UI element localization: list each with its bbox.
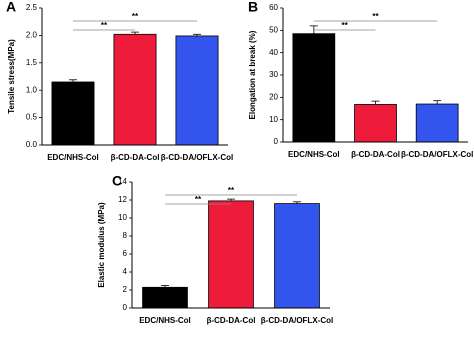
bar [292,33,336,143]
y-tick-label: 50 [269,25,278,34]
error-bar [293,201,301,204]
x-tick-label: EDC/NHS-Col [288,150,340,159]
error-bar [131,31,139,35]
y-tick-label: 14 [118,177,127,186]
y-tick-label: 12 [118,195,127,204]
y-tick-label: 8 [123,231,128,240]
y-tick-label: 0.0 [26,140,38,149]
bar [142,286,188,309]
x-tick-label: EDC/NHS-Col [47,153,99,162]
y-tick-label: 20 [269,92,278,101]
y-axis-label: Tensile stress(MPa) [7,39,16,114]
y-tick-label: 1.0 [26,85,38,94]
bar [415,103,459,143]
panel-label: B [248,0,258,15]
y-tick-label: 10 [118,213,127,222]
bar [51,81,95,146]
y-tick-label: 0.5 [26,113,38,122]
y-tick-label: 40 [269,48,278,57]
y-tick-label: 2.0 [26,31,38,40]
y-tick-label: 6 [123,249,128,258]
x-tick-label: β-CD-DA-Col [351,150,400,159]
error-bar [227,198,235,201]
panel-label: A [6,0,16,15]
y-tick-label: 4 [123,267,128,276]
y-tick-label: 30 [269,70,278,79]
y-tick-label: 0 [123,303,128,312]
panel-label: C [112,173,122,189]
x-tick-label: β-CD-DA/OFLX-Col [401,150,473,159]
x-tick-label: EDC/NHS-Col [139,316,191,325]
significance-label: ** [342,21,349,30]
y-axis-label: Elastic modulus (MPa) [97,202,106,288]
error-bar [69,79,77,82]
error-bar [371,100,380,105]
y-tick-label: 10 [269,115,278,124]
significance-label: ** [101,21,108,30]
y-tick-label: 60 [269,3,278,12]
y-axis-label: Elongation at break (%) [248,30,257,119]
y-tick-label: 1.5 [26,58,38,67]
significance-label: ** [372,12,379,21]
x-tick-label: β-CD-DA-Col [111,153,160,162]
y-tick-label: 2.5 [26,3,38,12]
bar [113,33,157,146]
x-tick-label: β-CD-DA-Col [207,316,256,325]
error-bar [161,285,169,288]
y-tick-label: 2 [123,285,128,294]
y-tick-label: 0 [274,137,279,146]
x-tick-label: β-CD-DA/OFLX-Col [261,316,333,325]
error-bar [193,33,201,36]
significance-label: ** [195,195,202,204]
x-tick-label: β-CD-DA/OFLX-Col [161,153,233,162]
bar [208,200,254,309]
bar [175,35,219,146]
significance-label: ** [132,12,139,21]
significance-label: ** [228,186,235,195]
error-bar [433,100,442,105]
bar [354,104,397,143]
bar [274,203,320,309]
